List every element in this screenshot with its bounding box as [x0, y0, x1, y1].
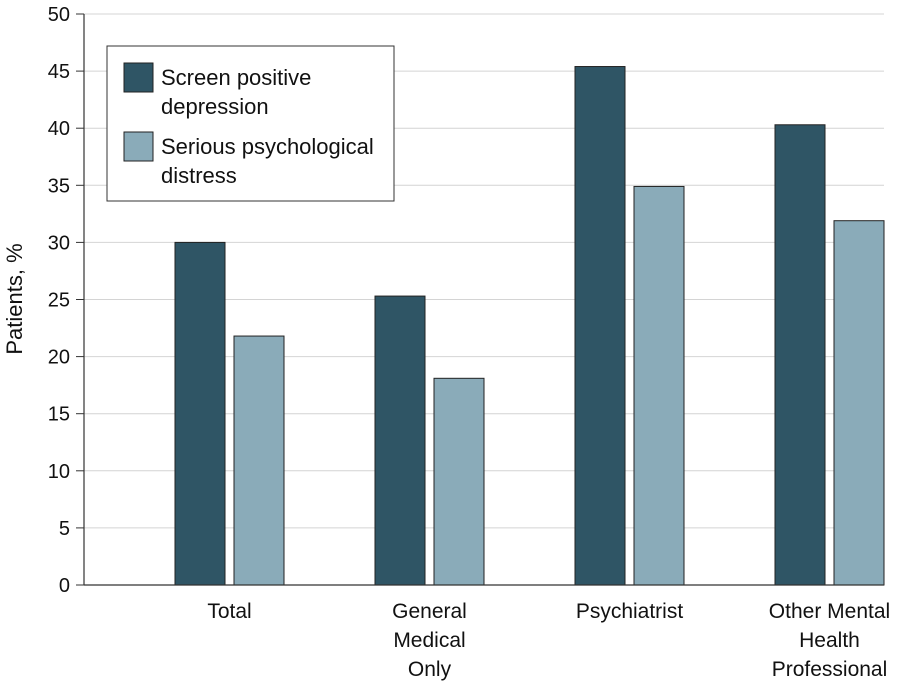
y-tick-label: 5: [59, 518, 70, 540]
bar-distress-2: [633, 185, 685, 586]
y-tick-labels: 0 5 10 15 20 25 30 35 40 45 50: [48, 4, 84, 597]
bar-depression-0: [174, 241, 226, 586]
x-category-label: Only: [408, 658, 452, 681]
y-tick-label: 45: [48, 61, 70, 83]
x-category-label: Professional: [772, 658, 888, 681]
x-category-labels: Total General Medical Only Psychiatrist Other…: [207, 600, 890, 681]
bar-distress-3: [833, 220, 885, 586]
legend-label: distress: [161, 163, 237, 188]
x-category-label: Medical: [393, 629, 465, 652]
x-category-label: Health: [799, 629, 860, 652]
y-tick-label: 20: [48, 347, 70, 369]
legend-label: Serious psychological: [161, 134, 374, 159]
y-tick-label: 50: [48, 4, 70, 26]
y-tick-label: 0: [59, 575, 70, 597]
y-tick-label: 25: [48, 290, 70, 312]
bar-depression-2: [574, 66, 626, 586]
y-tick-label: 10: [48, 461, 70, 483]
bar-depression-1: [374, 295, 426, 586]
legend-label: depression: [161, 94, 269, 119]
bar-depression-3: [774, 124, 826, 586]
y-tick-label: 40: [48, 118, 70, 140]
x-category-label: Psychiatrist: [576, 600, 684, 623]
bar-distress-0: [233, 335, 285, 586]
y-tick-label: 30: [48, 232, 70, 254]
legend: Screen positive depression Serious psychol…: [106, 45, 395, 202]
legend-swatch: [123, 62, 154, 93]
x-category-label: Total: [207, 600, 251, 623]
legend-label: Screen positive: [161, 65, 311, 90]
x-category-label: Other Mental: [769, 600, 890, 623]
legend-box: [106, 45, 395, 202]
y-tick-label: 15: [48, 404, 70, 426]
bar-distress-1: [433, 377, 485, 586]
y-tick-label: 35: [48, 175, 70, 197]
y-axis-title: Patients, %: [2, 243, 27, 354]
legend-swatch: [123, 131, 154, 162]
x-category-label: General: [392, 600, 467, 623]
